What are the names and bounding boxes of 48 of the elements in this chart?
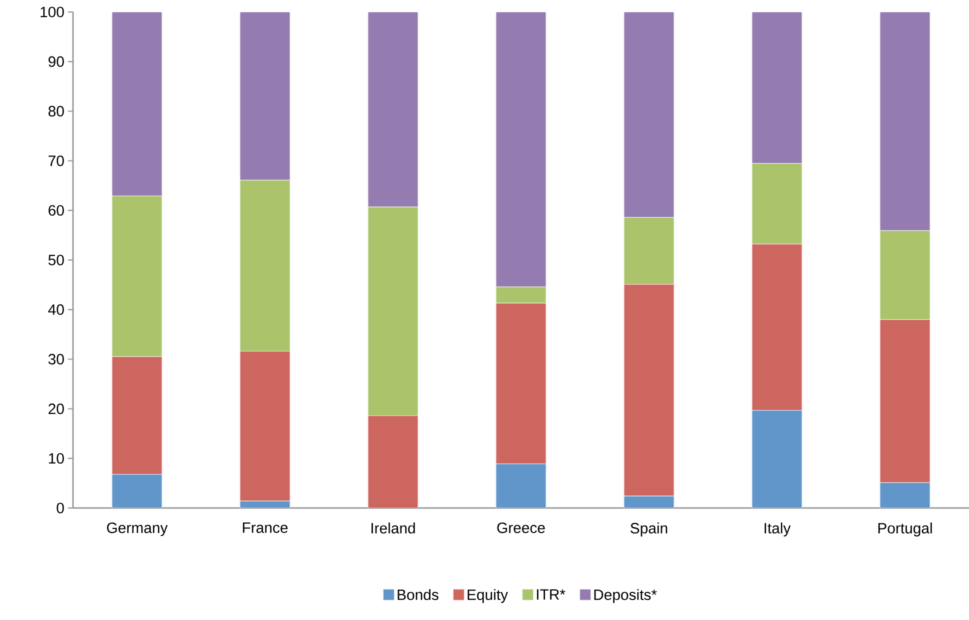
bar: [624, 496, 674, 508]
y-tick-label: 60: [48, 205, 64, 216]
bar: [112, 356, 162, 475]
bar: [752, 162, 802, 244]
x-tick-label: Italy: [764, 522, 791, 536]
bar: [752, 12, 802, 164]
bar: [880, 12, 930, 232]
y-tick-label: 40: [48, 304, 64, 315]
bar: [496, 12, 546, 288]
x-tick-label: France: [242, 522, 288, 533]
bar: [752, 410, 802, 508]
y-tick-label: 80: [48, 106, 64, 116]
x-tick-label: Portugal: [878, 522, 932, 536]
bar: [368, 206, 418, 416]
bar: [880, 319, 930, 484]
y-tick-label: 10: [49, 453, 64, 464]
x-tick-label: Spain: [630, 522, 668, 536]
y-tick-label: 50: [48, 254, 64, 266]
bar: [368, 415, 418, 508]
bar: [496, 302, 546, 464]
x-tick-label: Germany: [107, 522, 168, 536]
legend-label: Equity: [468, 589, 508, 603]
bar: [496, 464, 546, 508]
legend-label: Deposits*: [594, 589, 657, 603]
y-tick-label: 0: [56, 502, 64, 514]
y-tick-label: 90: [48, 56, 64, 67]
bar: [368, 12, 418, 208]
bar: [112, 12, 162, 196]
legend-label: ITR*: [536, 589, 566, 600]
y-tick-label: 30: [48, 354, 64, 364]
bar: [624, 217, 674, 285]
y-tick-label: 20: [48, 404, 64, 414]
bar: [880, 230, 930, 320]
bar: [240, 12, 290, 180]
y-tick-label: 100: [40, 6, 64, 18]
bar: [112, 474, 162, 508]
bar: [624, 284, 674, 496]
bar: [880, 482, 930, 508]
x-tick-label: Greece: [497, 522, 545, 534]
bar: [112, 196, 162, 358]
y-tick-label: 70: [48, 156, 64, 166]
x-tick-label: Ireland: [372, 522, 415, 534]
bar: [496, 286, 546, 304]
bar: [752, 244, 802, 411]
legend-label: Bonds: [398, 589, 438, 600]
bar: [624, 12, 674, 218]
bar: [240, 350, 290, 502]
bar: [240, 180, 290, 352]
